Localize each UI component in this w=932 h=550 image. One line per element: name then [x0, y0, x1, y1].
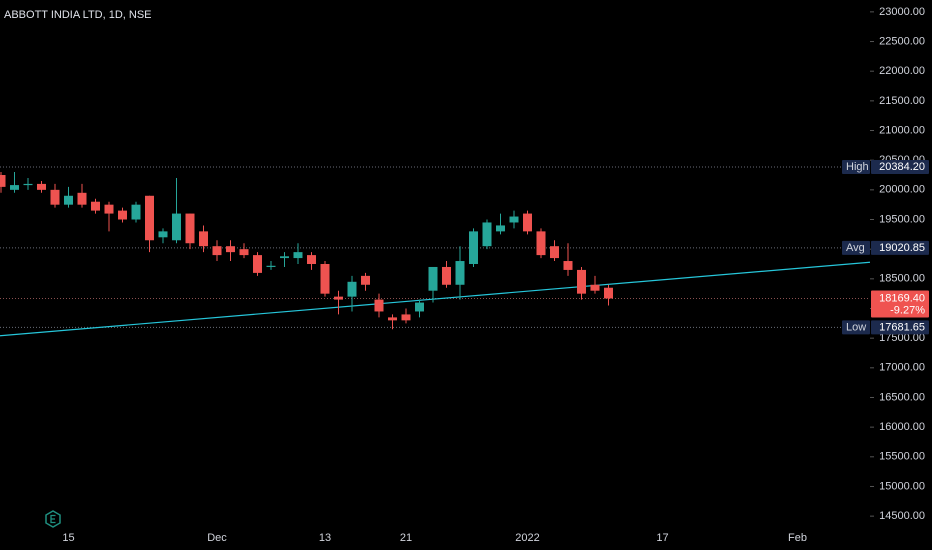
level-value-box: [871, 320, 929, 335]
level-name: Low: [846, 321, 866, 333]
candle-body: [509, 216, 519, 223]
candle-body: [442, 266, 451, 285]
y-tick-label: 16500.00: [879, 391, 925, 403]
level-name-box: [842, 320, 870, 335]
candle-body: [496, 225, 505, 232]
events-icon-shape[interactable]: [45, 510, 61, 528]
candle-body: [226, 246, 235, 253]
y-tick-label: 15500.00: [879, 451, 925, 463]
candle-body: [91, 201, 100, 211]
candle-body: [131, 204, 141, 220]
y-tick-label: 19500.00: [879, 213, 925, 225]
candle-body: [158, 231, 168, 238]
candle-body: [266, 265, 276, 267]
candle-body: [523, 213, 532, 232]
level-value: 20384.20: [879, 161, 925, 173]
last-price-box: [871, 290, 929, 318]
x-tick-label: 15: [62, 532, 74, 544]
y-tick-label: 21500.00: [879, 95, 925, 107]
candle-body: [307, 255, 316, 264]
y-tick-label: 18500.00: [879, 273, 925, 285]
candle-body: [280, 256, 289, 259]
candle-body: [590, 284, 600, 291]
candle-body: [239, 249, 249, 256]
x-tick-label: Feb: [788, 532, 807, 544]
x-tick-label: 13: [319, 532, 331, 544]
candle-body: [334, 296, 343, 300]
candle-body: [50, 189, 60, 205]
candle-body: [185, 213, 195, 244]
candle-body: [10, 185, 19, 190]
y-tick-label: 16000.00: [879, 421, 925, 433]
y-tick-label: 17500.00: [879, 332, 925, 344]
y-tick-label: 21000.00: [879, 124, 925, 136]
candle-body: [536, 231, 546, 256]
candle-body: [293, 252, 303, 259]
candle-body: [145, 195, 154, 241]
y-tick-label: 23000.00: [879, 6, 925, 18]
candle-body: [77, 192, 87, 205]
candle-body: [104, 204, 114, 214]
y-tick-label: 22000.00: [879, 65, 925, 77]
candle-body: [374, 299, 384, 312]
candle-body: [388, 317, 397, 321]
candle-body: [455, 261, 465, 285]
candle-body: [401, 314, 411, 321]
y-tick-label: 22500.00: [879, 35, 925, 47]
candle-body: [428, 266, 438, 291]
level-name-box: [842, 160, 870, 175]
last-price-change: -9.27%: [890, 304, 925, 316]
candle-body: [577, 269, 586, 294]
candle-body: [37, 183, 46, 190]
candle-body: [361, 275, 370, 285]
level-value-box: [871, 240, 929, 255]
level-name: Avg: [846, 242, 865, 254]
x-tick-label: 17: [656, 532, 668, 544]
chart-title: ABBOTT INDIA LTD, 1D, NSE: [4, 9, 152, 21]
events-icon-glyph[interactable]: [50, 514, 56, 524]
level-value: 17681.65: [879, 321, 925, 333]
x-tick-label: 21: [400, 532, 412, 544]
y-tick-label: 14500.00: [879, 510, 925, 522]
candle-body: [199, 231, 208, 247]
candle-body: [172, 213, 181, 241]
level-value: 19020.85: [879, 242, 925, 254]
level-name-box: [842, 240, 870, 255]
x-tick-label: Dec: [207, 532, 227, 544]
candle-body: [253, 255, 262, 273]
last-price-label: 18169.40: [879, 292, 925, 304]
candle-body: [212, 246, 222, 256]
level-name: High: [846, 161, 869, 173]
candle-body: [0, 175, 6, 187]
level-value-box: [871, 160, 929, 175]
trendline: [0, 261, 871, 337]
y-tick-label: 20000.00: [879, 184, 925, 196]
candle-body: [23, 183, 33, 186]
candle-body: [482, 222, 492, 247]
x-tick-label: 2022: [515, 532, 539, 544]
candle-body: [320, 264, 330, 294]
candle-body: [550, 246, 559, 259]
candle-body: [347, 281, 357, 297]
candle-body: [415, 302, 424, 312]
candle-body: [563, 261, 573, 270]
candle-body: [604, 287, 613, 299]
candle-body: [469, 231, 478, 264]
candle-body: [118, 210, 127, 220]
y-tick-label: 17000.00: [879, 362, 925, 374]
candle-body: [64, 195, 73, 205]
events-icon[interactable]: [45, 510, 61, 528]
y-tick-label: 15000.00: [879, 480, 925, 492]
